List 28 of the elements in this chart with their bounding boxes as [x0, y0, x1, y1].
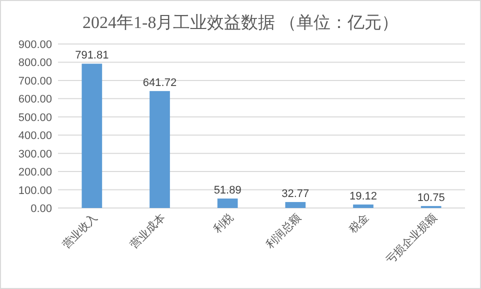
- bar: [82, 64, 102, 208]
- chart-title: 2024年1-8月工业效益数据 （单位：亿元）: [82, 13, 398, 32]
- y-tick-label: 300.00: [18, 148, 52, 160]
- x-tick-label: 利税: [210, 210, 236, 236]
- y-tick-label: 100.00: [18, 184, 52, 197]
- x-tick-label: 税金: [346, 210, 372, 236]
- y-tick-label: 200.00: [18, 166, 52, 179]
- data-label: 10.75: [417, 192, 445, 204]
- bar: [353, 204, 374, 208]
- bar: [150, 91, 170, 208]
- x-tick-label: 利润总额: [263, 210, 304, 252]
- x-tick-label: 营业收入: [60, 210, 100, 252]
- data-label: 791.81: [75, 50, 109, 62]
- data-label: 51.89: [214, 184, 242, 197]
- data-label: 19.12: [349, 190, 378, 203]
- data-label: 641.72: [142, 77, 177, 90]
- y-tick-label: 900.00: [18, 39, 52, 51]
- x-tick-label: 亏损企业损额: [383, 210, 440, 267]
- y-tick-label: 500.00: [18, 112, 52, 124]
- bar: [217, 198, 238, 208]
- y-tick-label: 700.00: [18, 75, 52, 88]
- x-tick-label: 营业成本: [128, 210, 168, 252]
- y-tick-label: 400.00: [18, 130, 52, 142]
- bar: [285, 202, 306, 208]
- y-tick-label: 0.00: [30, 203, 52, 215]
- y-tick-label: 800.00: [18, 57, 52, 70]
- y-tick-label: 600.00: [18, 94, 52, 106]
- data-label: 32.77: [282, 188, 310, 200]
